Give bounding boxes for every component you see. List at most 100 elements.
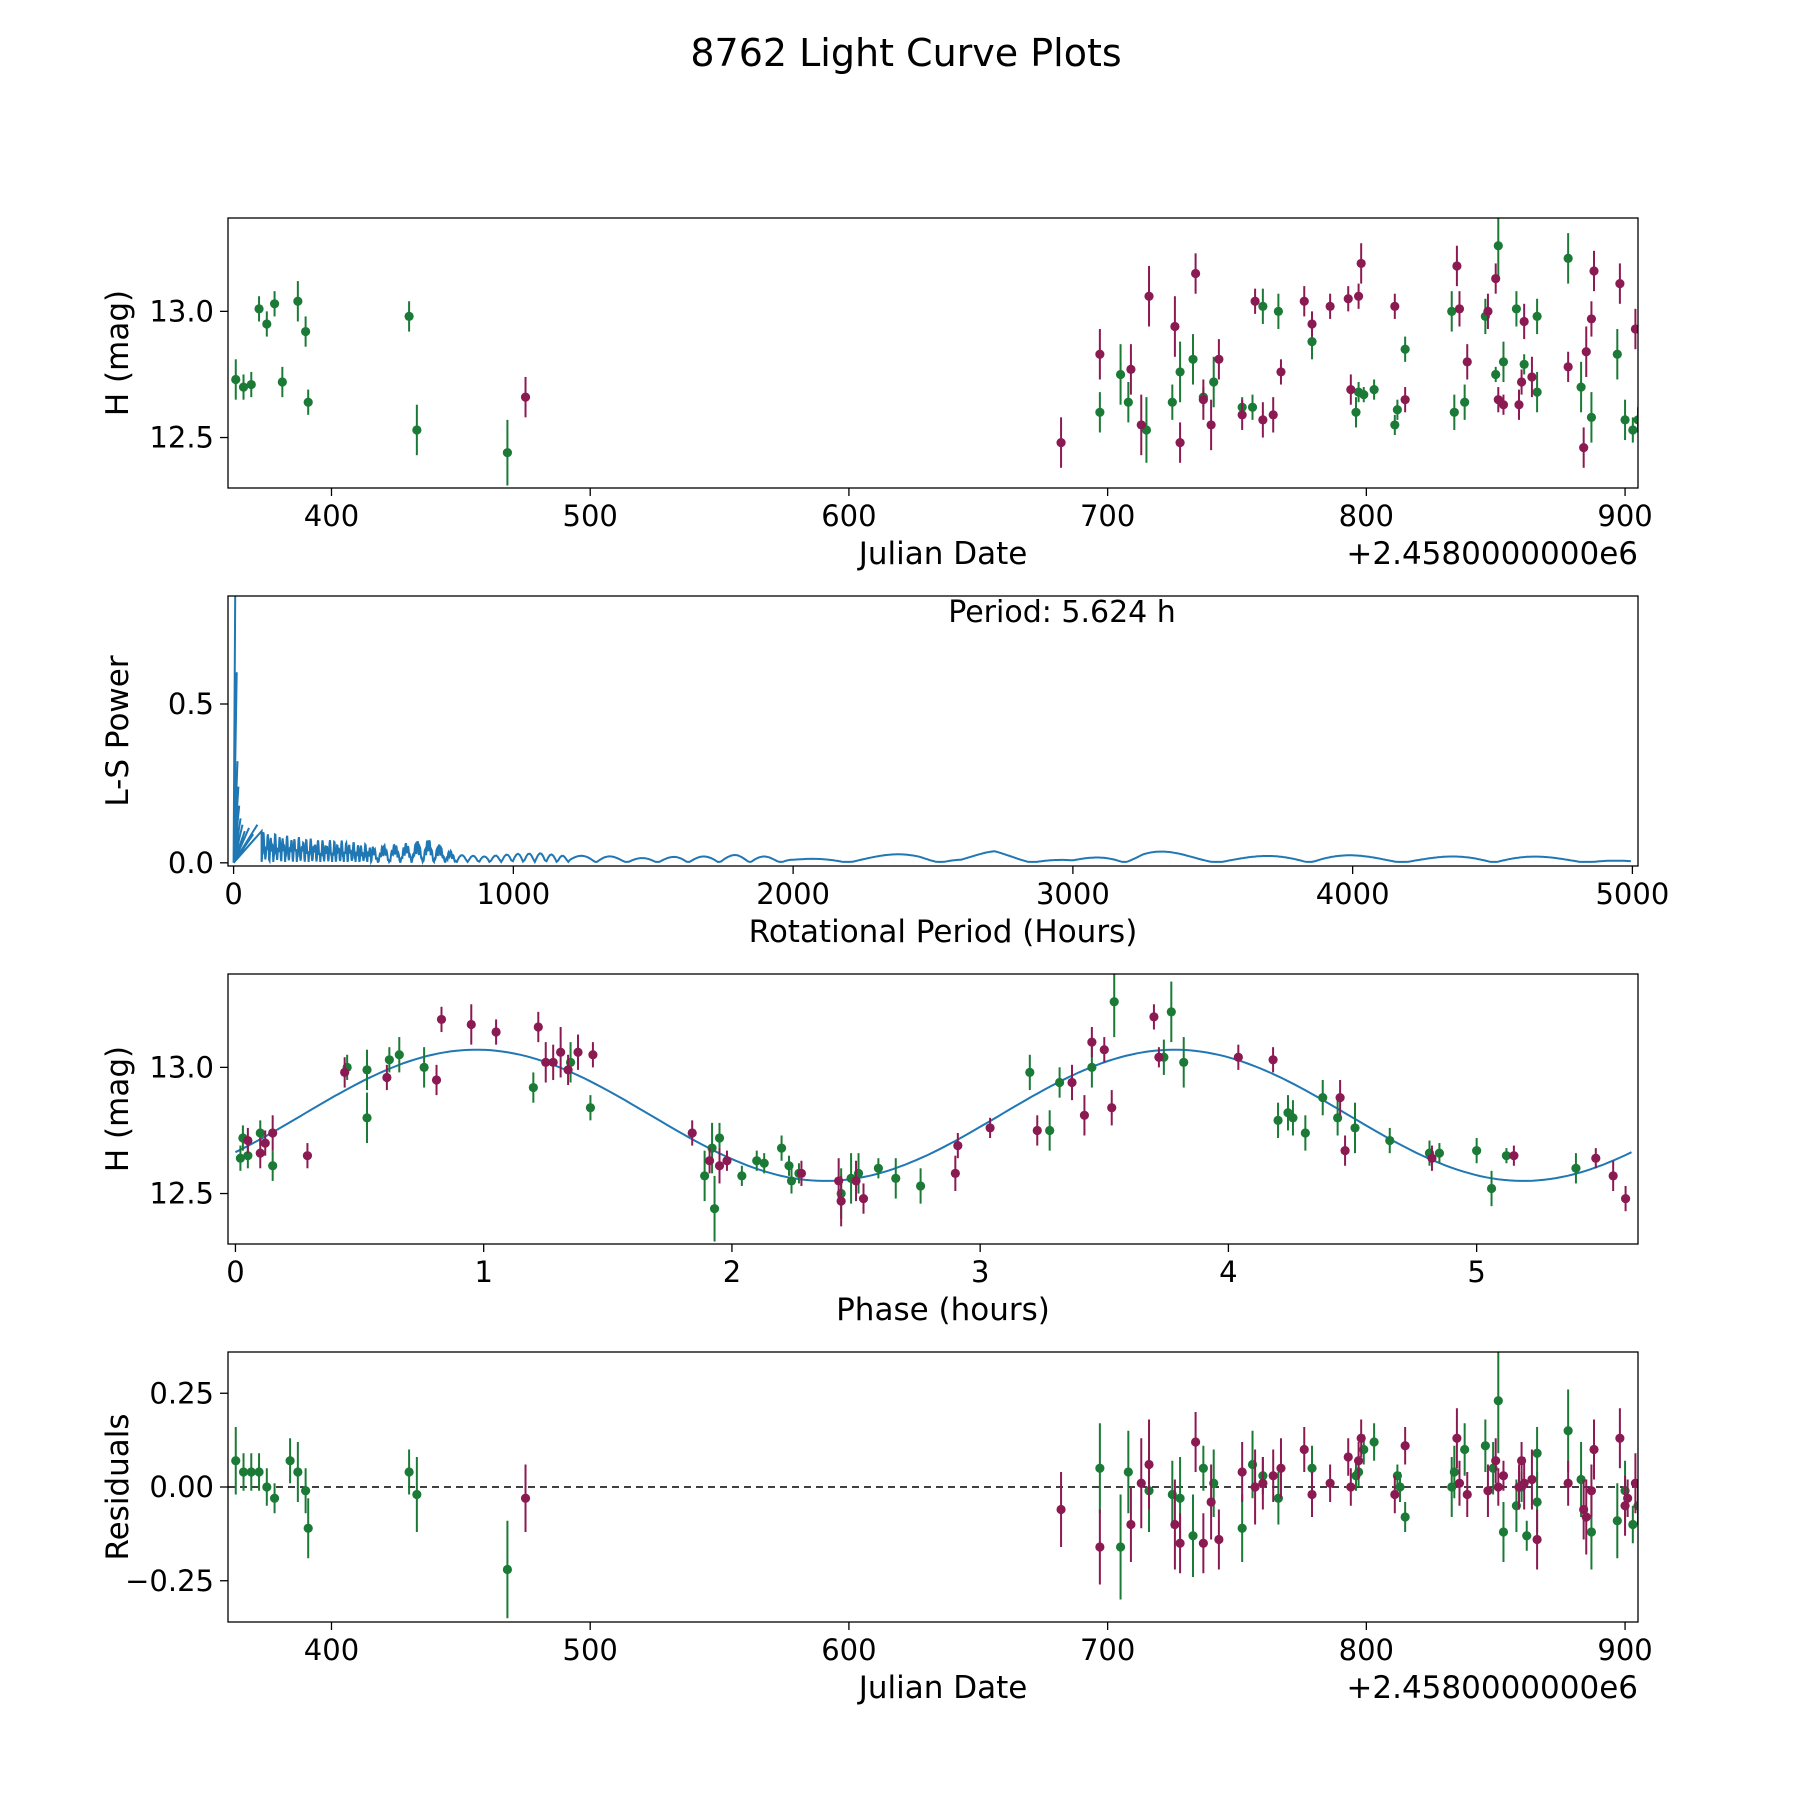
- data-point: [1170, 1519, 1180, 1530]
- data-point: [1056, 1504, 1066, 1515]
- data-point: [302, 1151, 313, 1161]
- data-point: [585, 1103, 596, 1113]
- data-point: [1498, 357, 1509, 367]
- x-tick-label: 1000: [476, 877, 550, 911]
- data-point: [1268, 410, 1278, 420]
- data-point: [1579, 443, 1589, 453]
- data-point: [1198, 1538, 1208, 1548]
- data-point: [1452, 261, 1462, 271]
- data-point: [1045, 1125, 1055, 1136]
- data-point: [1095, 407, 1105, 417]
- data-point: [466, 1019, 476, 1030]
- data-point: [1346, 384, 1356, 395]
- data-point: [1087, 1037, 1097, 1047]
- data-point: [362, 1113, 372, 1123]
- data-point: [1491, 273, 1501, 284]
- data-point: [246, 379, 256, 390]
- y-tick-label: 0.0: [168, 846, 214, 880]
- data-point: [1025, 1067, 1035, 1078]
- data-point: [1449, 407, 1459, 417]
- y-axis-label: H (mag): [100, 290, 136, 416]
- data-point: [1214, 354, 1224, 364]
- data-point: [384, 1055, 394, 1065]
- data-point: [1079, 1110, 1090, 1120]
- data-point: [238, 1467, 249, 1477]
- data-point: [431, 1075, 442, 1085]
- data-point: [1237, 1523, 1247, 1533]
- data-point: [1115, 369, 1126, 380]
- data-point: [1514, 400, 1524, 410]
- data-point: [340, 1067, 350, 1078]
- data-point: [1237, 1467, 1247, 1477]
- data-point: [1154, 1052, 1164, 1062]
- data-point: [1299, 1444, 1309, 1455]
- figure-title: 8762 Light Curve Plots: [690, 31, 1121, 75]
- periodogram-line: [232, 596, 1631, 866]
- y-tick-label: 0.25: [149, 1376, 214, 1410]
- data-point: [1400, 395, 1410, 405]
- data-point: [1343, 294, 1353, 304]
- data-point: [231, 374, 241, 385]
- data-point: [1206, 1497, 1216, 1507]
- data-point: [1166, 1007, 1176, 1017]
- data-point: [243, 1135, 253, 1146]
- data-point: [1532, 1534, 1542, 1545]
- data-point: [1190, 1437, 1201, 1447]
- data-point: [243, 1151, 253, 1161]
- data-point: [563, 1065, 573, 1075]
- data-point: [1353, 291, 1364, 301]
- data-point: [362, 1065, 372, 1075]
- data-point: [1586, 1527, 1597, 1537]
- data-point: [700, 1171, 710, 1181]
- data-point: [1427, 1153, 1437, 1163]
- data-point: [1206, 420, 1216, 430]
- data-point: [950, 1168, 960, 1178]
- data-point: [1179, 1057, 1189, 1067]
- y-axis-label: H (mag): [100, 1046, 136, 1172]
- data-point: [502, 448, 513, 458]
- data-point: [1095, 349, 1105, 359]
- data-point: [709, 1204, 720, 1214]
- data-point: [436, 1014, 447, 1025]
- data-point: [1491, 1456, 1501, 1466]
- data-point: [784, 1161, 794, 1171]
- data-point: [1325, 1478, 1335, 1488]
- data-point: [1522, 1531, 1532, 1541]
- plot-area: [228, 1352, 1638, 1619]
- data-point: [858, 1193, 869, 1204]
- data-point: [1452, 1433, 1462, 1443]
- data-point: [1511, 304, 1522, 314]
- data-point: [722, 1156, 732, 1166]
- data-point: [520, 1493, 531, 1503]
- data-point: [1462, 1489, 1472, 1500]
- data-point: [269, 299, 280, 309]
- data-point: [1333, 1113, 1343, 1123]
- data-point: [293, 1467, 303, 1477]
- data-point: [255, 1148, 265, 1158]
- data-point: [1250, 1482, 1260, 1492]
- y-tick-label: 13.0: [149, 1050, 214, 1084]
- data-point: [1351, 407, 1361, 417]
- x-tick-label: 3000: [1036, 877, 1110, 911]
- x-tick-label: 700: [1080, 499, 1135, 533]
- x-tick-label: 900: [1597, 1633, 1652, 1667]
- data-point: [737, 1171, 747, 1181]
- data-point: [1454, 304, 1465, 314]
- data-point: [1356, 258, 1366, 269]
- data-point: [1509, 1151, 1519, 1161]
- data-point: [520, 392, 531, 402]
- data-point: [1480, 1441, 1490, 1451]
- data-point: [687, 1128, 697, 1138]
- x-tick-label: 600: [821, 1633, 876, 1667]
- y-tick-label: 12.5: [149, 1177, 214, 1211]
- x-offset-text: +2.4580000000e6: [1346, 536, 1638, 572]
- data-point: [303, 1523, 313, 1533]
- data-point: [1325, 301, 1335, 311]
- data-point: [491, 1027, 501, 1037]
- x-axis-label: Julian Date: [857, 1670, 1028, 1706]
- data-point: [915, 1181, 926, 1191]
- data-point: [1385, 1135, 1395, 1146]
- x-axis-label: Julian Date: [857, 536, 1028, 572]
- data-point: [1589, 266, 1599, 276]
